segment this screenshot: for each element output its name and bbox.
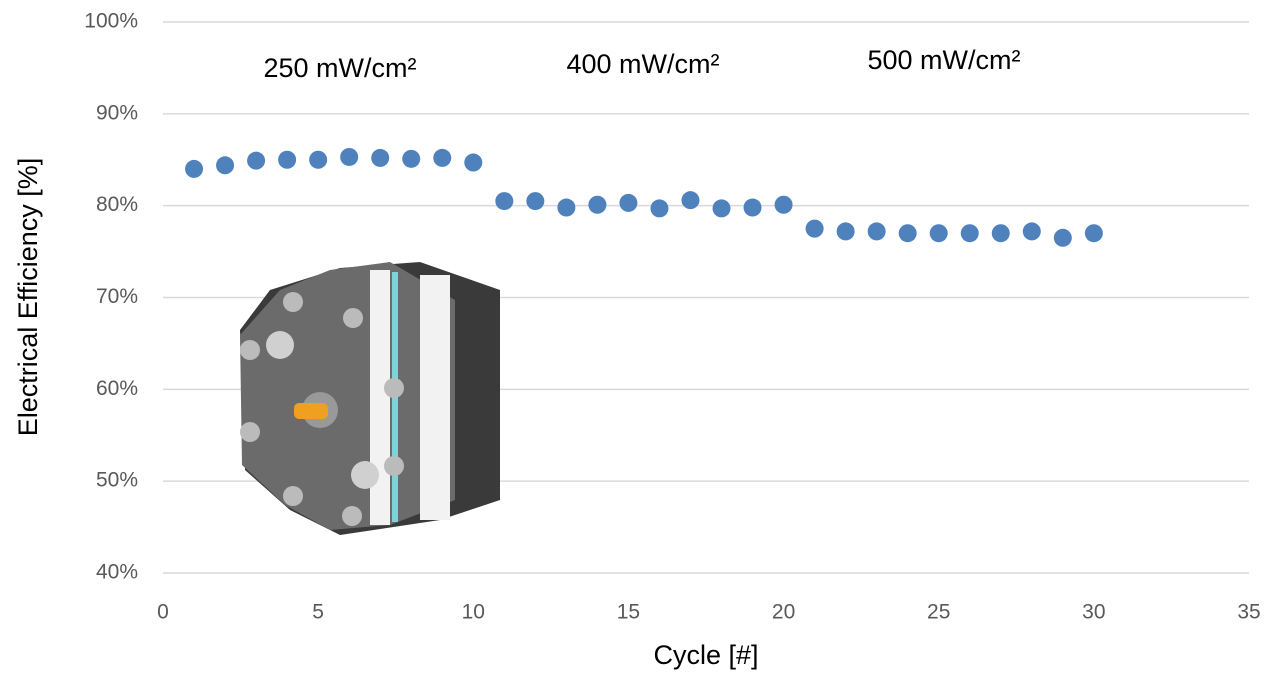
data-point <box>681 191 700 210</box>
data-point <box>898 224 917 243</box>
x-tick-label: 25 <box>927 601 950 624</box>
data-point <box>464 153 483 172</box>
data-point <box>960 224 979 243</box>
data-point <box>495 192 514 211</box>
y-tick-label: 80% <box>96 193 138 216</box>
data-point <box>650 199 669 218</box>
device-illustration <box>240 262 500 535</box>
data-point <box>743 198 762 217</box>
data-point <box>774 195 793 214</box>
data-point <box>1053 228 1072 247</box>
y-tick-label: 100% <box>84 10 138 33</box>
y-tick-label: 60% <box>96 377 138 400</box>
y-tick-label: 70% <box>96 285 138 308</box>
y-tick-label: 50% <box>96 469 138 492</box>
data-point <box>185 159 204 178</box>
y-tick-label: 40% <box>96 561 138 584</box>
x-tick-label: 15 <box>617 601 640 624</box>
x-axis-title: Cycle [#] <box>653 640 758 670</box>
data-point <box>340 147 359 166</box>
data-point <box>309 150 328 169</box>
data-point <box>805 219 824 238</box>
x-tick-label: 10 <box>462 601 485 624</box>
data-point <box>836 222 855 241</box>
annotation: 400 mW/cm² <box>566 49 719 79</box>
data-point <box>929 224 948 243</box>
data-point <box>1084 224 1103 243</box>
data-point <box>1022 222 1041 241</box>
annotation: 250 mW/cm² <box>263 53 416 83</box>
data-point <box>216 156 235 175</box>
data-point <box>371 148 390 167</box>
data-point <box>712 199 731 218</box>
data-point <box>433 148 452 167</box>
x-tick-label: 20 <box>772 601 795 624</box>
data-point <box>526 192 545 211</box>
x-tick-label: 5 <box>312 601 324 624</box>
x-tick-label: 0 <box>157 601 169 624</box>
data-point <box>867 222 886 241</box>
data-point <box>991 224 1010 243</box>
y-axis-title: Electrical Efficiency [%] <box>13 158 43 437</box>
data-point <box>247 151 266 170</box>
data-point <box>619 193 638 212</box>
data-point <box>557 198 576 217</box>
data-point <box>278 150 297 169</box>
y-tick-label: 90% <box>96 101 138 124</box>
data-point <box>588 195 607 214</box>
x-tick-label: 30 <box>1082 601 1105 624</box>
data-point <box>402 149 421 168</box>
x-tick-label: 35 <box>1237 601 1260 624</box>
annotation: 500 mW/cm² <box>867 45 1020 75</box>
